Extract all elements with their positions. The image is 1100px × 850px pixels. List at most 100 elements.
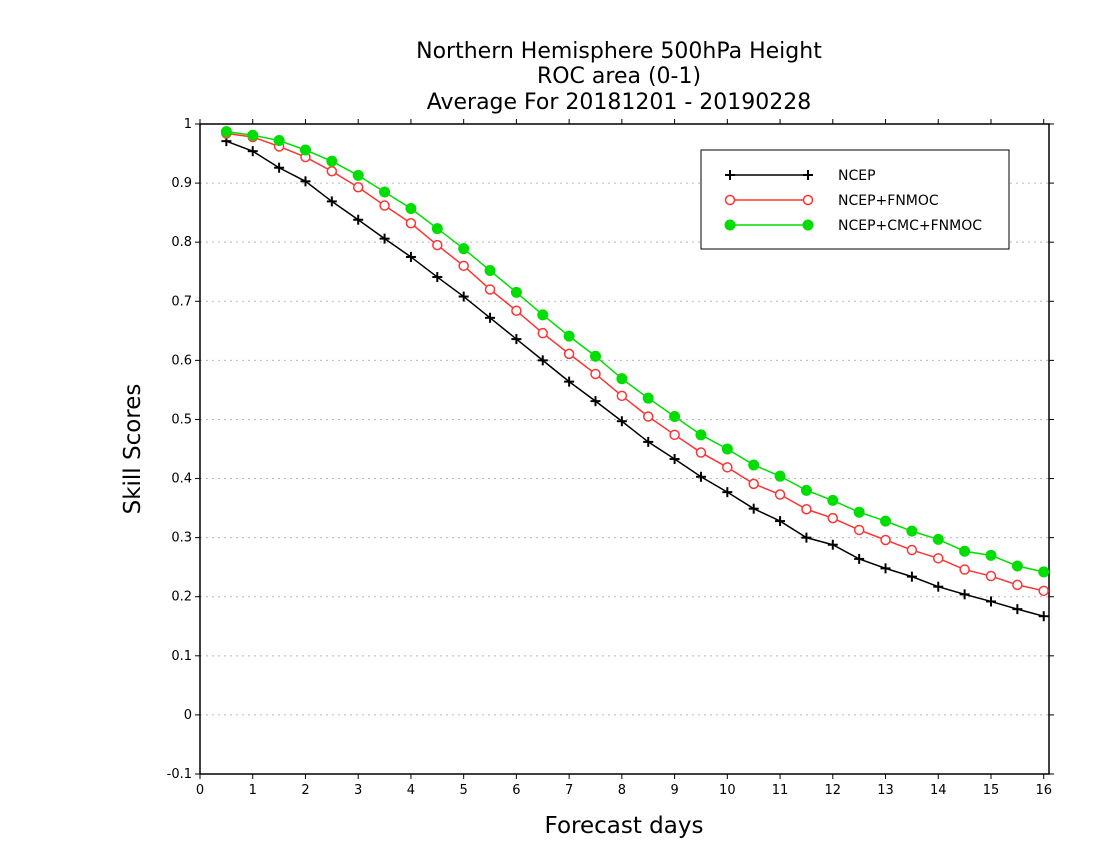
ncep-point bbox=[564, 376, 575, 387]
ncep-point bbox=[511, 334, 522, 345]
grid bbox=[200, 182, 1049, 716]
ncep-point bbox=[326, 196, 337, 207]
ncep-cmc-fnmoc-point bbox=[352, 169, 364, 181]
series-ncep bbox=[221, 136, 1049, 622]
ncep-cmc-fnmoc-point bbox=[563, 330, 575, 342]
ncep-cmc-fnmoc-point bbox=[405, 203, 417, 214]
ncep-cmc-fnmoc-point bbox=[273, 135, 285, 147]
ncep-cmc-fnmoc-point bbox=[247, 129, 259, 141]
ncep-point bbox=[985, 596, 996, 607]
ncep-point bbox=[353, 214, 364, 225]
ncep-point bbox=[616, 416, 627, 427]
ncep-cmc-fnmoc-point bbox=[379, 186, 391, 198]
ncep-fnmoc-point bbox=[616, 390, 628, 402]
chart-title-line-2: ROC area (0-1) bbox=[537, 64, 701, 89]
ncep-fnmoc-point bbox=[1012, 579, 1023, 591]
ncep-cmc-fnmoc-point bbox=[748, 459, 760, 471]
ncep-point bbox=[880, 563, 891, 574]
ncep-point bbox=[537, 355, 548, 366]
ncep-cmc-fnmoc-point bbox=[880, 515, 892, 527]
ncep-fnmoc-point bbox=[933, 553, 944, 564]
ncep-point bbox=[432, 272, 443, 283]
series-ncep-cmc-fnmoc bbox=[220, 126, 1050, 578]
ncep-cmc-fnmoc-point bbox=[510, 286, 522, 298]
ncep-fnmoc-point bbox=[432, 239, 443, 251]
legend-item-ncep-fnmoc: NCEP+FNMOC bbox=[724, 193, 939, 209]
ncep-point bbox=[1012, 604, 1023, 615]
ncep-point bbox=[643, 436, 654, 447]
ncep-cmc-fnmoc-point bbox=[932, 533, 944, 545]
x-tick-label: 16 bbox=[1035, 783, 1052, 798]
legend: NCEP NCEP+FNMOC NCEP+CMC+FNMOC bbox=[700, 149, 1010, 250]
ncep-cmc-fnmoc-point bbox=[985, 549, 997, 561]
ncep-fnmoc-point bbox=[352, 181, 364, 193]
y-axis-label: Skill Scores bbox=[120, 384, 146, 515]
ncep-point bbox=[959, 589, 970, 600]
legend-ncep-cmc-fnmoc-point bbox=[724, 219, 736, 231]
ncep-cmc-fnmoc-point bbox=[589, 350, 601, 362]
legend-label: NCEP+FNMOC bbox=[838, 193, 939, 209]
ncep-point bbox=[247, 146, 258, 157]
x-tick-label: 4 bbox=[407, 783, 415, 798]
y-tick-label: 0.3 bbox=[171, 531, 192, 546]
ncep-point bbox=[669, 454, 680, 465]
ncep-fnmoc-point bbox=[959, 564, 970, 575]
ncep-cmc-fnmoc-point bbox=[695, 429, 707, 441]
ncep-point bbox=[1038, 611, 1049, 622]
ncep-cmc-fnmoc-point bbox=[669, 411, 681, 422]
ncep-fnmoc-point bbox=[326, 166, 338, 177]
ncep-cmc-fnmoc-point bbox=[431, 223, 443, 235]
x-tick-label: 0 bbox=[196, 783, 204, 798]
ncep-point bbox=[775, 516, 786, 527]
ncep-cmc-fnmoc-point bbox=[1038, 566, 1050, 578]
ncep-point bbox=[300, 176, 311, 187]
legend-item-ncep-cmc-fnmoc: NCEP+CMC+FNMOC bbox=[724, 218, 982, 234]
y-tick-label: 0.8 bbox=[171, 235, 192, 250]
x-tick-label: 12 bbox=[825, 783, 842, 798]
y-tick-label: 0.7 bbox=[171, 294, 192, 309]
y-tick-label: 0.5 bbox=[171, 412, 192, 427]
ncep-cmc-fnmoc-point bbox=[537, 309, 549, 321]
x-tick-label: 15 bbox=[983, 783, 1000, 798]
ncep-point bbox=[590, 396, 601, 407]
ncep-fnmoc-point bbox=[748, 478, 759, 490]
ncep-fnmoc-point bbox=[906, 544, 918, 556]
series-line-ncep bbox=[226, 140, 1044, 617]
ncep-cmc-fnmoc-point bbox=[721, 443, 733, 455]
ncep-cmc-fnmoc-point bbox=[299, 144, 311, 156]
ncep-fnmoc-point bbox=[642, 411, 654, 422]
ncep-fnmoc-point bbox=[484, 284, 496, 295]
series-ncep-fnmoc bbox=[221, 128, 1049, 597]
ncep-point bbox=[854, 553, 865, 564]
ncep-fnmoc-point bbox=[458, 260, 469, 272]
legend-ncep-fnmoc-point bbox=[724, 194, 736, 206]
legend-ncep-cmc-fnmoc-point bbox=[802, 219, 814, 231]
ncep-point bbox=[458, 291, 469, 302]
ncep-point bbox=[827, 539, 838, 550]
x-tick-label: 5 bbox=[460, 783, 468, 798]
y-tick-label: -0.1 bbox=[167, 767, 192, 782]
x-axis-label: Forecast days bbox=[545, 813, 704, 839]
ncep-point bbox=[933, 581, 944, 592]
ncep-fnmoc-point bbox=[1038, 585, 1049, 597]
ncep-cmc-fnmoc-point bbox=[642, 392, 654, 404]
ncep-fnmoc-point bbox=[853, 524, 865, 536]
ncep-fnmoc-point bbox=[695, 447, 707, 458]
ncep-cmc-fnmoc-point bbox=[800, 484, 812, 496]
y-tick-label: 0.2 bbox=[171, 590, 192, 605]
y-tick-label: 0.9 bbox=[171, 176, 192, 191]
chart-title-line-1: Northern Hemisphere 500hPa Height bbox=[416, 39, 822, 64]
ncep-cmc-fnmoc-point bbox=[220, 126, 232, 138]
y-tick-label: 0 bbox=[184, 708, 192, 723]
x-tick-label: 1 bbox=[249, 783, 257, 798]
ncep-fnmoc-point bbox=[563, 348, 575, 360]
x-tick-label: 6 bbox=[512, 783, 520, 798]
axes: -0.100.10.20.30.40.50.60.70.80.910 1 2 3 4 5 6… bbox=[167, 117, 1054, 798]
ncep-cmc-fnmoc-point bbox=[326, 155, 338, 167]
ncep-point bbox=[801, 532, 812, 543]
ncep-point bbox=[722, 487, 733, 498]
ncep-cmc-fnmoc-point bbox=[959, 545, 971, 557]
legend-label: NCEP+CMC+FNMOC bbox=[838, 218, 982, 234]
ncep-point bbox=[274, 162, 285, 173]
